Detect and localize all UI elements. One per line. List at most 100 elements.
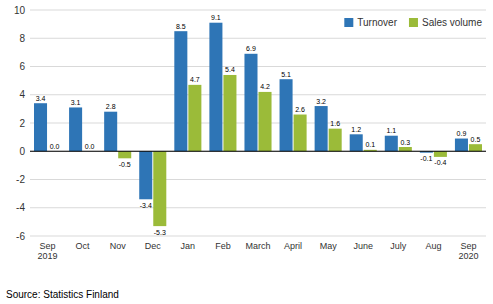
bar bbox=[244, 54, 257, 151]
bar bbox=[69, 107, 82, 151]
grid-line bbox=[30, 38, 486, 39]
x-tick-label-line: Oct bbox=[76, 241, 91, 251]
data-label: 0.5 bbox=[471, 136, 481, 143]
bar bbox=[188, 85, 201, 151]
data-label: -0.1 bbox=[420, 155, 432, 162]
x-tick-label: Sep2020 bbox=[458, 241, 478, 261]
x-tick-label-line: March bbox=[245, 241, 270, 251]
data-label: 4.2 bbox=[260, 83, 270, 90]
x-tick-label-line: Feb bbox=[215, 241, 231, 251]
grid-line bbox=[30, 66, 486, 67]
legend-swatch bbox=[409, 18, 418, 27]
y-tick-label: 10 bbox=[14, 5, 26, 16]
data-label: 4.7 bbox=[190, 76, 200, 83]
x-tick-label-line: 2020 bbox=[458, 251, 478, 261]
background bbox=[0, 0, 493, 304]
x-tick-label: Nov bbox=[110, 241, 127, 251]
y-tick-label: 2 bbox=[19, 118, 25, 129]
x-tick-label-line: Sep bbox=[40, 241, 56, 251]
data-label: 6.9 bbox=[246, 45, 256, 52]
x-tick-label-line: Dec bbox=[145, 241, 162, 251]
x-tick-label-line: Sep bbox=[460, 241, 476, 251]
page: {"chart_data": {"type": "bar", "categori… bbox=[0, 0, 493, 304]
legend: Turnover Sales volume bbox=[344, 17, 482, 28]
x-tick-label: Oct bbox=[76, 241, 91, 251]
bar bbox=[174, 31, 187, 151]
data-label: 8.5 bbox=[176, 23, 186, 30]
data-label: -0.4 bbox=[434, 159, 446, 166]
x-tick-label: May bbox=[320, 241, 338, 251]
data-label: 1.1 bbox=[386, 127, 396, 134]
grid-line bbox=[30, 151, 486, 152]
data-label: -0.5 bbox=[119, 161, 131, 168]
legend-swatch bbox=[344, 18, 353, 27]
data-label: -5.3 bbox=[154, 229, 166, 236]
bar bbox=[329, 129, 342, 152]
bar bbox=[209, 23, 222, 152]
bar bbox=[280, 79, 293, 151]
bar bbox=[104, 112, 117, 152]
data-label: 5.1 bbox=[281, 71, 291, 78]
x-tick-label-line: June bbox=[353, 241, 373, 251]
data-label: 0.0 bbox=[50, 143, 60, 150]
grid-line bbox=[30, 179, 486, 180]
data-label: 0.9 bbox=[457, 130, 467, 137]
x-tick-label: July bbox=[390, 241, 407, 251]
bar bbox=[153, 151, 166, 226]
y-tick-label: -4 bbox=[16, 202, 25, 213]
grid-line bbox=[30, 236, 486, 237]
data-label: 0.3 bbox=[400, 139, 410, 146]
x-tick-label: March bbox=[245, 241, 270, 251]
source-note: Source: Statistics Finland bbox=[6, 289, 119, 300]
x-tick-label-line: 2019 bbox=[38, 251, 58, 261]
data-labels: 3.43.12.8-3.48.59.16.95.13.21.21.1-0.10.… bbox=[36, 14, 481, 235]
bar bbox=[399, 147, 412, 151]
y-tick-label: -6 bbox=[16, 231, 25, 242]
y-tick-label: 6 bbox=[19, 61, 25, 72]
bar bbox=[139, 151, 152, 199]
baseline bbox=[30, 151, 486, 152]
grid-line bbox=[30, 10, 486, 11]
grid-line bbox=[30, 207, 486, 208]
bar bbox=[34, 103, 47, 151]
bar bbox=[118, 151, 131, 158]
x-tick-label-line: Jan bbox=[181, 241, 196, 251]
x-tick-label-line: Nov bbox=[110, 241, 127, 251]
data-label: -3.4 bbox=[140, 202, 152, 209]
x-tick-label-line: April bbox=[284, 241, 302, 251]
bars bbox=[34, 23, 482, 226]
x-tick-label: Aug bbox=[425, 241, 441, 251]
x-tick-label: Feb bbox=[215, 241, 231, 251]
legend-label: Turnover bbox=[357, 17, 397, 28]
grid-line bbox=[30, 94, 486, 95]
y-tick-label: 8 bbox=[19, 33, 25, 44]
data-label: 9.1 bbox=[211, 14, 221, 21]
x-tick-label-line: Aug bbox=[425, 241, 441, 251]
x-tick-label: Jan bbox=[181, 241, 196, 251]
grid-line bbox=[30, 123, 486, 124]
bar bbox=[259, 92, 272, 151]
x-tick-label: June bbox=[353, 241, 373, 251]
x-tick-label-line: July bbox=[390, 241, 407, 251]
chart: -6-4-202468103.43.12.8-3.48.59.16.95.13.… bbox=[0, 0, 493, 304]
bar bbox=[315, 106, 328, 151]
data-label: 3.2 bbox=[316, 98, 326, 105]
x-tick-label: Dec bbox=[145, 241, 162, 251]
grid bbox=[30, 10, 486, 236]
data-label: 2.6 bbox=[295, 106, 305, 113]
data-label: 5.4 bbox=[225, 66, 235, 73]
legend-label: Sales volume bbox=[422, 17, 482, 28]
y-tick-label: 4 bbox=[19, 89, 25, 100]
bar bbox=[350, 134, 363, 151]
bar bbox=[223, 75, 236, 151]
data-label: 0.1 bbox=[365, 141, 375, 148]
y-tick-label: -2 bbox=[16, 174, 25, 185]
data-label: 3.1 bbox=[71, 99, 81, 106]
x-tick-label: April bbox=[284, 241, 302, 251]
data-label: 2.8 bbox=[106, 103, 116, 110]
bar bbox=[469, 144, 482, 151]
data-label: 1.2 bbox=[351, 126, 361, 133]
bar bbox=[385, 136, 398, 152]
x-tick-label-line: May bbox=[320, 241, 338, 251]
x-tick-label: Sep2019 bbox=[38, 241, 58, 261]
